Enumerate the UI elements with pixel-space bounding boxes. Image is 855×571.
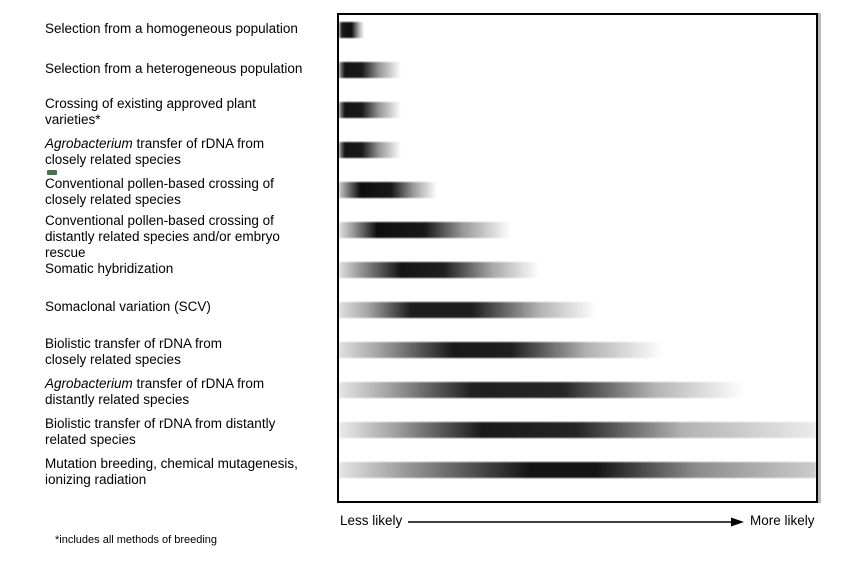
row-label: Selection from a heterogeneous populatio… [45,61,303,76]
axis-label-more-likely: More likely [750,513,815,528]
likelihood-band [339,102,816,118]
row-label: Somatic hybridization [45,261,174,276]
likelihood-band [339,182,816,198]
likelihood-band [339,302,816,318]
axis-arrow-icon [408,517,744,527]
likelihood-band [339,22,816,38]
likelihood-band [339,342,816,358]
row-label: Agrobacterium transfer of rDNA from dista… [45,376,265,407]
likelihood-band [339,382,816,398]
likelihood-band [339,462,816,478]
bars-layer [339,15,816,501]
axis-label-less-likely: Less likely [340,513,403,528]
row-label: Conventional pollen-based crossing of dis… [45,213,280,260]
chart-plot-area [337,13,818,503]
row-label: Crossing of existing approved plant varie… [45,96,256,127]
row-label: Somaclonal variation (SCV) [45,299,211,314]
likelihood-band [339,422,816,438]
row-label: Biolistic transfer of rDNA from distantl… [45,416,276,447]
row-label: Biolistic transfer of rDNA from closely r… [45,336,223,367]
likelihood-band [339,62,816,78]
row-label: Mutation breeding, chemical mutagenesis,… [45,456,298,487]
row-label: Conventional pollen-based crossing of clo… [45,176,274,207]
likelihood-band [339,262,816,278]
footnote: *includes all methods of breeding [55,534,218,546]
likelihood-band [339,222,816,238]
likelihood-band [339,142,816,158]
row-label: Selection from a homogeneous population [45,21,298,36]
row-label: Agrobacterium transfer of rDNA from close… [45,136,265,167]
green-artifact-mark [47,170,57,175]
